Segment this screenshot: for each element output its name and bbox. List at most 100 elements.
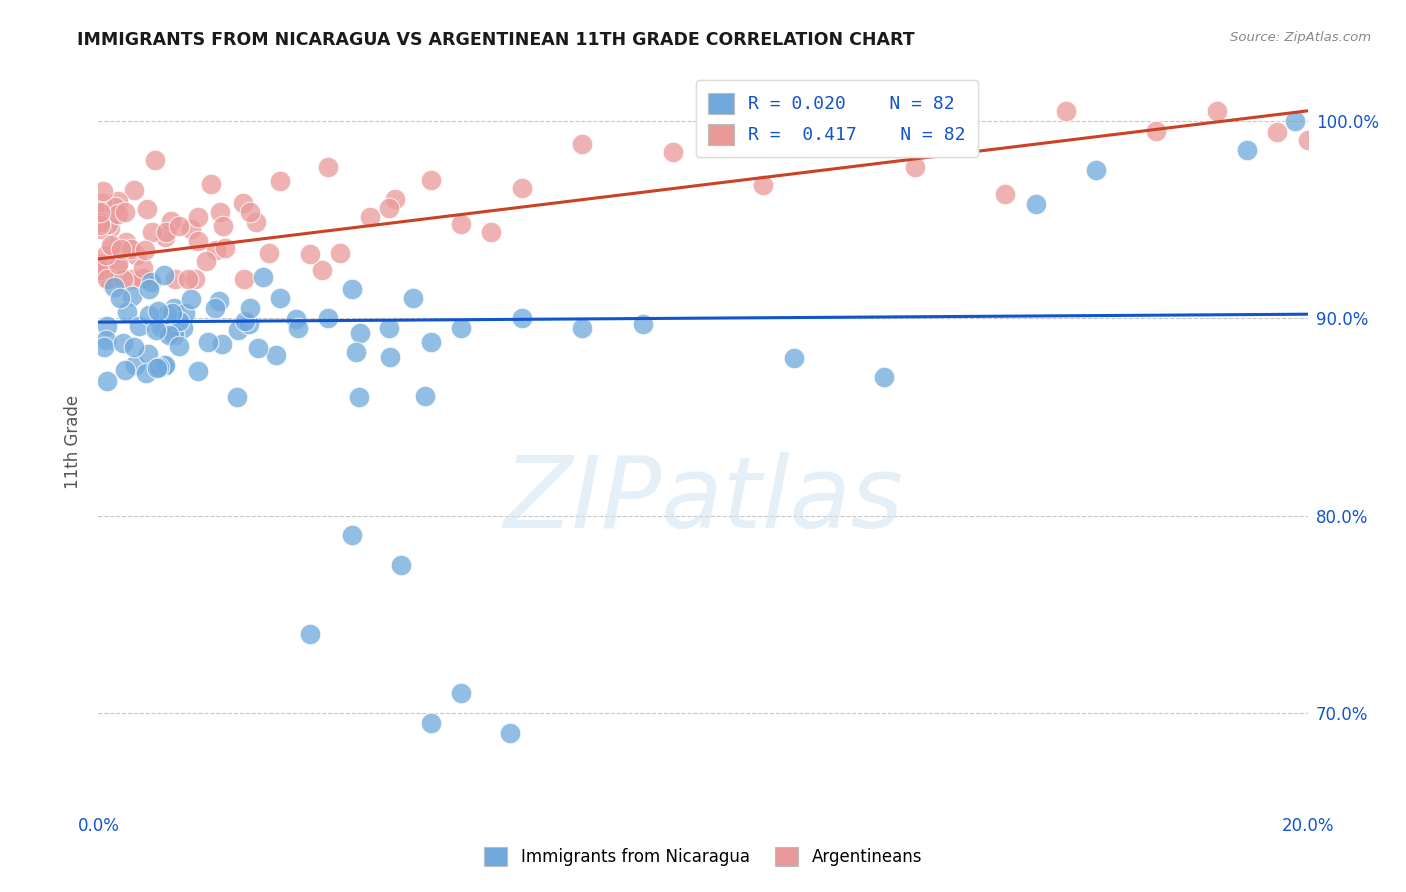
Point [264, 348, 287, 362]
Point [167, 314, 190, 328]
Point [349, 326, 371, 341]
Point [233, 271, 256, 285]
Point [176, 271, 198, 285]
Point [90, 208, 112, 222]
Point [285, 311, 308, 326]
Point [402, 292, 425, 306]
Point [287, 321, 309, 335]
Point [205, 243, 228, 257]
Point [238, 318, 260, 332]
Point [132, 260, 155, 275]
Point [89, 257, 111, 271]
Point [107, 262, 129, 277]
Point [100, 237, 122, 252]
Point [94, 333, 117, 347]
Point [172, 320, 194, 334]
Point [299, 627, 322, 641]
Point [180, 221, 202, 235]
Point [124, 359, 146, 373]
Point [107, 194, 129, 208]
Point [139, 276, 162, 290]
Point [994, 187, 1017, 202]
Text: IMMIGRANTS FROM NICARAGUA VS ARGENTINEAN 11TH GRADE CORRELATION CHART: IMMIGRANTS FROM NICARAGUA VS ARGENTINEAN… [77, 31, 915, 49]
Point [156, 307, 179, 321]
Point [420, 715, 443, 730]
Point [269, 292, 291, 306]
Point [89, 204, 111, 219]
Point [89, 215, 111, 229]
Point [91, 185, 114, 199]
Point [413, 389, 436, 403]
Point [1206, 103, 1229, 118]
Point [246, 341, 269, 355]
Point [90, 222, 112, 236]
Point [197, 335, 219, 350]
Point [225, 390, 247, 404]
Point [89, 218, 111, 232]
Point [110, 242, 132, 256]
Point [100, 240, 122, 254]
Point [450, 686, 472, 700]
Point [377, 321, 399, 335]
Point [360, 210, 382, 224]
Point [184, 271, 207, 285]
Point [111, 271, 134, 285]
Point [114, 235, 136, 250]
Point [89, 262, 111, 277]
Point [150, 320, 173, 334]
Point [122, 340, 145, 354]
Point [235, 314, 257, 328]
Point [112, 336, 135, 351]
Point [1054, 103, 1077, 118]
Point [299, 247, 322, 261]
Point [98, 271, 121, 285]
Legend: Immigrants from Nicaragua, Argentineans: Immigrants from Nicaragua, Argentineans [475, 838, 931, 875]
Point [103, 279, 125, 293]
Point [232, 196, 254, 211]
Point [108, 291, 131, 305]
Point [316, 311, 339, 326]
Point [212, 219, 235, 234]
Point [96, 248, 118, 262]
Point [187, 234, 209, 248]
Point [148, 359, 170, 374]
Point [269, 174, 291, 188]
Point [165, 271, 187, 285]
Point [1236, 144, 1258, 158]
Point [342, 528, 364, 542]
Point [226, 323, 249, 337]
Point [104, 200, 127, 214]
Point [155, 225, 177, 239]
Point [115, 305, 138, 319]
Point [143, 153, 166, 168]
Point [498, 725, 520, 739]
Point [873, 370, 896, 384]
Point [96, 374, 118, 388]
Point [214, 241, 236, 255]
Point [153, 359, 176, 374]
Point [180, 292, 202, 306]
Point [1144, 124, 1167, 138]
Point [239, 205, 262, 219]
Point [98, 221, 121, 235]
Y-axis label: 11th Grade: 11th Grade [65, 394, 83, 489]
Point [349, 390, 371, 404]
Point [107, 207, 129, 221]
Point [160, 306, 183, 320]
Point [245, 215, 267, 229]
Point [1085, 163, 1108, 178]
Point [194, 254, 217, 268]
Point [1024, 196, 1046, 211]
Point [208, 205, 231, 219]
Point [136, 347, 159, 361]
Point [389, 558, 412, 572]
Point [1267, 125, 1289, 139]
Point [138, 283, 160, 297]
Point [124, 248, 146, 262]
Point [134, 271, 156, 285]
Point [257, 246, 280, 260]
Point [120, 242, 142, 256]
Point [145, 323, 167, 337]
Point [752, 178, 775, 192]
Point [153, 229, 176, 244]
